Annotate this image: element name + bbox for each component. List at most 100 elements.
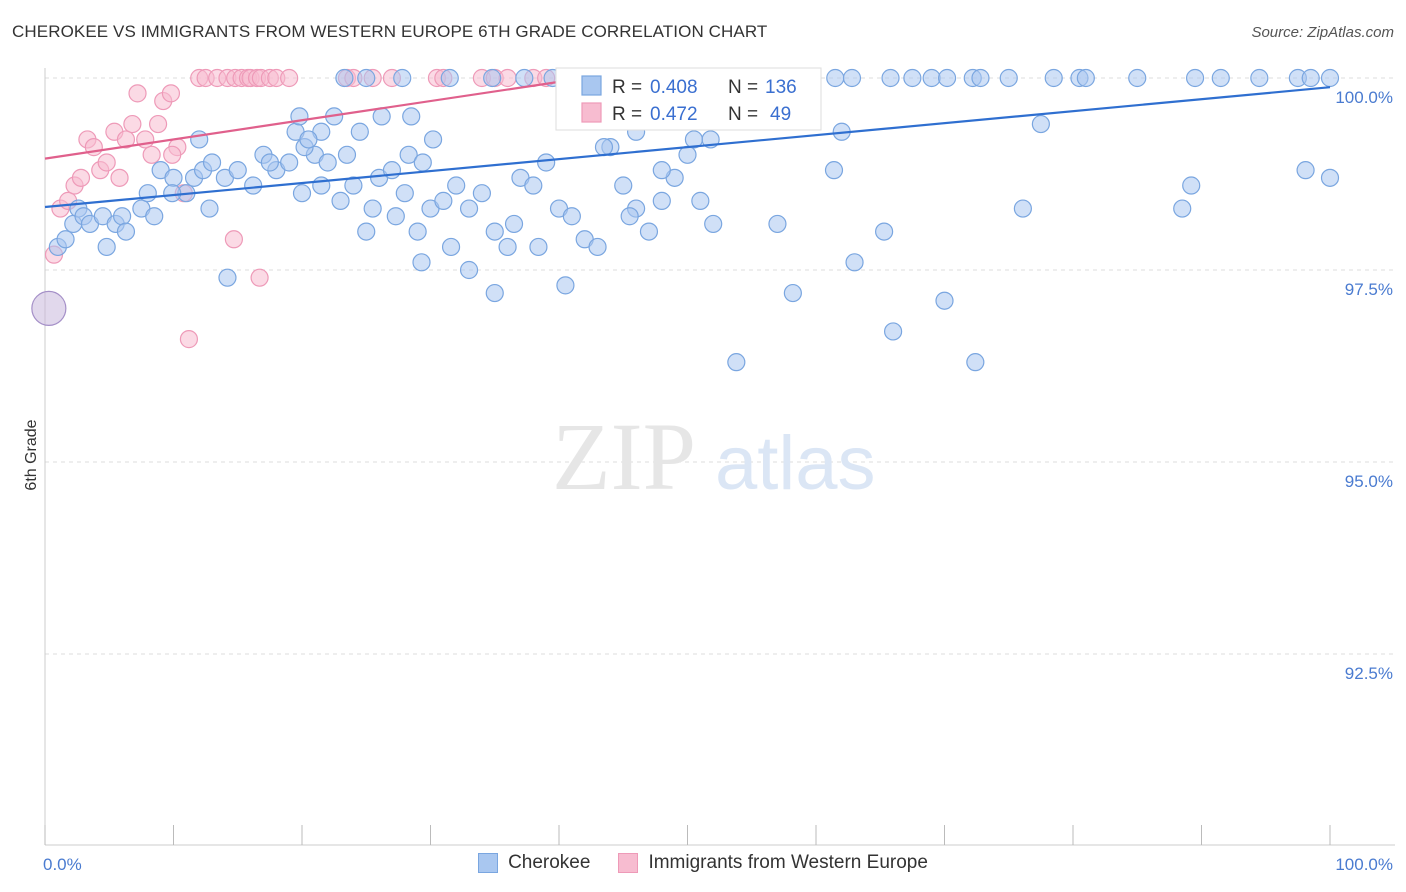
cherokee-point-119: [556, 276, 575, 295]
cherokee-point-104: [163, 184, 182, 203]
cherokee-point-111: [363, 199, 382, 218]
cherokee-point-40: [97, 237, 116, 257]
cherokee-point-105: [200, 199, 219, 218]
cherokee-point-115: [459, 260, 479, 280]
cherokee-point-110: [337, 145, 357, 164]
bottom-legend-swatch-immigrants: [618, 853, 639, 873]
cherokee-point-86: [639, 222, 659, 241]
y-tick-label-2: 95.0%: [1345, 472, 1393, 491]
legend-immigrants-n-value: 49: [770, 104, 791, 125]
watermark: ZIP atlas: [552, 403, 876, 510]
cherokee-point-140: [1296, 161, 1315, 180]
cherokee-point-80: [562, 207, 581, 226]
cherokee-point-4: [483, 68, 502, 88]
cherokee-point-18: [922, 68, 941, 88]
immigrants-point-21: [179, 330, 199, 349]
cherokee-point-107: [260, 153, 279, 172]
y-tick-label-0: 100.0%: [1335, 88, 1393, 107]
immigrants-point-47: [250, 268, 269, 287]
cherokee-point-0: [335, 68, 354, 88]
cherokee-point-106: [218, 268, 237, 287]
immigrants-point-18: [161, 84, 181, 103]
cherokee-point-62: [331, 191, 350, 210]
cherokee-point-112: [386, 207, 405, 226]
cherokee-point-43: [116, 222, 136, 241]
cherokee-point-135: [966, 353, 985, 372]
cherokee-point-132: [875, 222, 894, 241]
x-tick-labels: 0.0% 100.0%: [43, 855, 1393, 874]
y-tick-label-3: 92.5%: [1345, 664, 1393, 683]
cherokee-point-23: [1044, 68, 1063, 88]
cherokee-point-84: [614, 176, 633, 195]
immigrants-point-15: [142, 145, 161, 164]
cherokee-point-89: [678, 145, 697, 164]
cherokee-point-68: [408, 222, 427, 241]
trend-line-immigrants: [44, 76, 585, 160]
cherokee-point-16: [881, 68, 900, 88]
cherokee-point-3: [440, 68, 459, 88]
cherokee-point-90: [691, 191, 710, 210]
trend-lines: [44, 76, 1331, 209]
bottom-legend-cherokee: Cherokee: [478, 852, 590, 874]
immigrants-point-12: [123, 114, 142, 134]
immigrants-point-46: [224, 230, 243, 249]
cherokee-point-102: [413, 153, 432, 172]
cherokee-point-2: [393, 68, 412, 88]
cherokee-point-15: [842, 68, 862, 88]
y-axis-label: 6th Grade: [23, 419, 40, 490]
cherokee-point-91: [704, 214, 723, 234]
y-tick-label-1: 97.5%: [1345, 280, 1393, 299]
cherokee-point-121: [620, 207, 639, 226]
cherokee-point-29: [1250, 68, 1269, 88]
watermark-zip: ZIP: [552, 403, 696, 510]
cherokee-point-120: [594, 138, 614, 157]
cherokee-point-31: [1301, 68, 1320, 88]
cherokee-point-59: [292, 184, 312, 203]
cherokee-point-28: [1211, 68, 1230, 88]
legend-swatch-immigrants: [581, 102, 602, 123]
immigrants-point-4: [71, 168, 91, 187]
cherokee-point-72: [459, 199, 479, 218]
cherokee-point-138: [1173, 199, 1192, 218]
cherokee-point-101: [399, 145, 418, 164]
cherokee-point-63: [344, 176, 363, 195]
bottom-legend-label-immigrants: Immigrants from Western Europe: [648, 852, 928, 873]
trend-line-cherokee: [44, 86, 1331, 209]
cherokee-point-21: [971, 68, 990, 88]
y-tick-labels: 100.0% 97.5% 95.0% 92.5%: [1335, 88, 1393, 683]
cherokee-point-87: [652, 191, 671, 210]
cherokee-point-61: [318, 153, 337, 172]
immigrants-point-43: [498, 68, 517, 88]
cherokee-point-75: [498, 237, 517, 257]
bottom-legend: Cherokee Immigrants from Western Europe: [0, 852, 1406, 874]
cherokee-point-71: [447, 176, 466, 195]
axes: [44, 68, 1395, 846]
cherokee-point-114: [441, 237, 461, 257]
cherokee-point-141: [1320, 168, 1340, 187]
immigrants-point-48: [163, 145, 182, 164]
cherokee-point-137: [1031, 114, 1050, 134]
cherokee-point-136: [1013, 199, 1032, 218]
cherokee-point-131: [845, 253, 864, 272]
cherokee-point-55: [244, 176, 263, 195]
cherokee-point-82: [588, 237, 607, 257]
x-tick-label-1: 100.0%: [1335, 855, 1393, 874]
bottom-legend-label-cherokee: Cherokee: [508, 852, 591, 873]
cherokee-point-134: [935, 291, 954, 310]
cherokee-point-100: [402, 107, 421, 126]
cherokee-point-127: [768, 214, 787, 234]
x-tick-label-0: 0.0%: [43, 855, 82, 874]
cherokee-point-42: [112, 207, 132, 226]
watermark-atlas: atlas: [715, 421, 876, 506]
cherokee-point-126: [727, 353, 746, 372]
cherokee-point-19: [937, 68, 957, 88]
cherokee-point-25: [1076, 68, 1095, 88]
bottom-legend-swatch-cherokee: [478, 853, 499, 873]
cherokee-point-117: [504, 214, 524, 234]
cherokee-point-52: [202, 153, 222, 172]
cherokee-point-67: [395, 184, 414, 203]
cherokee-point-142: [31, 290, 67, 326]
cherokee-point-113: [412, 253, 431, 272]
cherokee-point-98: [350, 122, 369, 141]
